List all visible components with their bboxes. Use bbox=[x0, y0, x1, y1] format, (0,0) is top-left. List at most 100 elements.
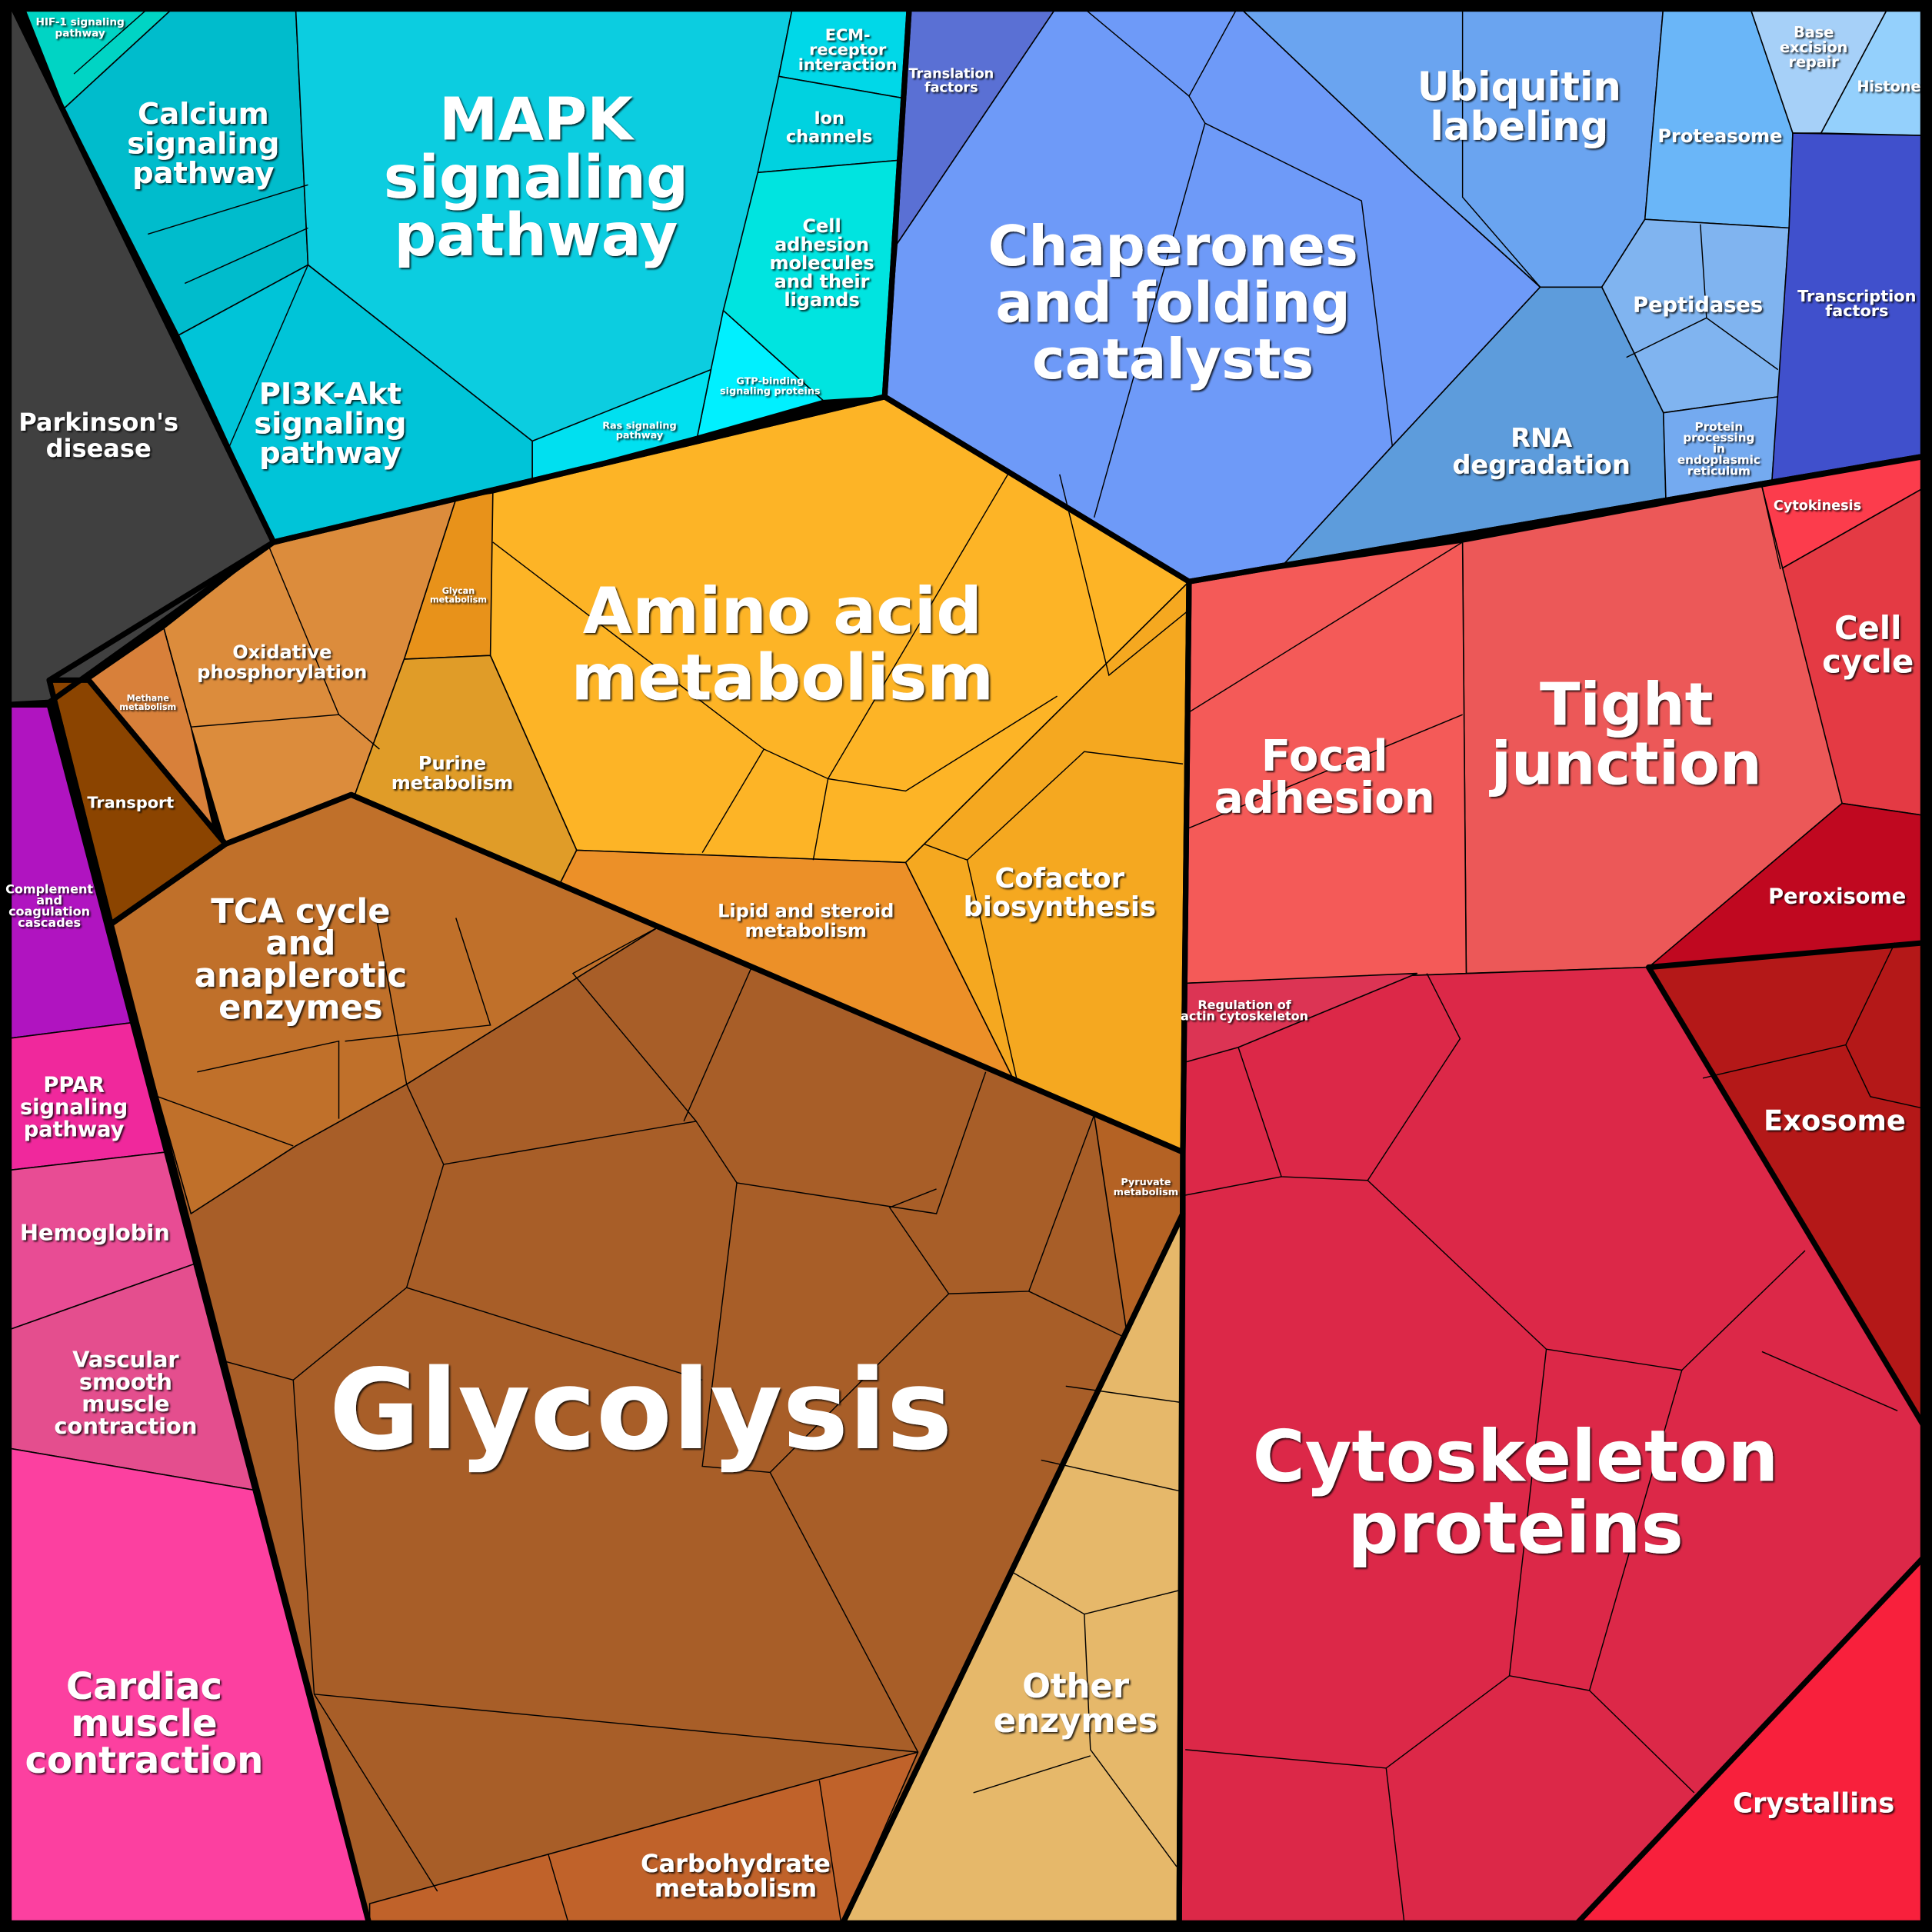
label-line: Other bbox=[1022, 1667, 1130, 1706]
label-line: Pyruvate bbox=[1121, 1177, 1171, 1188]
label-line: Lipid and steroid bbox=[718, 901, 894, 922]
label-line: ligands bbox=[784, 289, 859, 311]
subcell-border bbox=[812, 778, 829, 861]
label-line: adhesion bbox=[1214, 774, 1435, 824]
label-tight: Tight junction bbox=[1489, 671, 1762, 798]
label-line: Hemoglobin bbox=[20, 1219, 170, 1245]
subcell-border bbox=[163, 628, 192, 728]
label-calcium: Calcium signaling pathway bbox=[127, 97, 279, 191]
subcell-border bbox=[701, 748, 764, 853]
label-line: Ubiquitin bbox=[1417, 65, 1621, 111]
label-line: Cardiac bbox=[66, 1665, 222, 1708]
label-line: Cytokinesis bbox=[1774, 498, 1861, 514]
label-line: catalysts bbox=[1032, 328, 1314, 392]
label-line: degradation bbox=[1452, 450, 1631, 480]
label-line: in bbox=[1713, 442, 1725, 456]
label-parkinsons: Parkinson's disease bbox=[18, 408, 178, 463]
label-other: Other enzymes bbox=[994, 1667, 1158, 1740]
label-line: PPAR bbox=[43, 1074, 104, 1098]
label-translation: Translation factors bbox=[908, 67, 994, 96]
label-hemoglobin: Hemoglobin bbox=[20, 1219, 170, 1245]
label-line: Tight bbox=[1540, 671, 1713, 739]
label-line: metabolism bbox=[119, 702, 176, 712]
label-line: RNA bbox=[1511, 423, 1572, 453]
label-cellcycle: Cell cycle bbox=[1822, 609, 1914, 680]
label-oxphos: Oxidative phosphorylation bbox=[197, 641, 367, 683]
label-line: excision bbox=[1780, 38, 1847, 56]
subcell-border bbox=[406, 1071, 987, 1214]
label-line: interaction bbox=[798, 55, 898, 74]
subcell-border bbox=[492, 474, 1009, 780]
label-line: adhesion bbox=[774, 234, 869, 255]
label-peptidases: Peptidases bbox=[1633, 294, 1763, 318]
label-vascular: Vascular smooth muscle contraction bbox=[54, 1346, 197, 1439]
subcell-border bbox=[966, 860, 1018, 1078]
label-line: GTP-binding bbox=[736, 376, 804, 388]
subcell-border bbox=[548, 1854, 570, 1927]
label-glycolysis: Glycolysis bbox=[329, 1346, 953, 1475]
label-peroxisome: Peroxisome bbox=[1768, 884, 1906, 908]
label-line: pathway bbox=[259, 436, 401, 471]
label-lipid: Lipid and steroid metabolism bbox=[718, 901, 894, 942]
subcell-border bbox=[1185, 1176, 1282, 1196]
label-line: Crystallins bbox=[1733, 1787, 1894, 1819]
subcell-border bbox=[769, 1114, 1095, 1473]
subcell-border bbox=[1185, 1675, 1510, 1769]
label-line: Proteasome bbox=[1657, 125, 1782, 147]
subcell-border bbox=[1059, 474, 1190, 677]
label-exosome: Exosome bbox=[1764, 1104, 1906, 1138]
subcell-border bbox=[818, 1780, 842, 1927]
label-line: metabolism bbox=[1114, 1187, 1178, 1198]
subcell-border bbox=[375, 914, 408, 1084]
subcell-border bbox=[191, 714, 339, 728]
cell-celladh[interactable] bbox=[722, 159, 901, 401]
label-ppar: PPAR signaling pathway bbox=[20, 1074, 128, 1142]
label-pyruvate: Pyruvate metabolism bbox=[1114, 1177, 1178, 1198]
label-line: pathway bbox=[394, 202, 678, 270]
subcell-border bbox=[1508, 1349, 1683, 1691]
label-line: Exosome bbox=[1764, 1104, 1906, 1138]
label-line: smooth bbox=[79, 1368, 172, 1394]
label-glycan: Glycan metabolism bbox=[430, 586, 487, 605]
label-pi3k: PI3K-Akt signaling pathway bbox=[254, 377, 406, 471]
label-line: and bbox=[265, 924, 335, 963]
label-line: signaling bbox=[127, 127, 279, 162]
subcell-border bbox=[1845, 1044, 1927, 1110]
label-line: factors bbox=[1825, 301, 1888, 320]
label-amino: Amino acid metabolism bbox=[571, 574, 994, 715]
label-line: TCA cycle bbox=[211, 892, 390, 931]
label-line: HIF-1 signaling bbox=[35, 16, 124, 28]
label-proteasome: Proteasome bbox=[1657, 125, 1782, 147]
label-line: Purine bbox=[418, 752, 486, 774]
subcell-border bbox=[1761, 1351, 1898, 1411]
label-line: pathway bbox=[616, 430, 664, 441]
subcell-border bbox=[973, 1755, 1091, 1794]
label-line: pathway bbox=[24, 1118, 125, 1141]
label-line: Parkinson's bbox=[18, 408, 178, 437]
label-line: Cell bbox=[802, 215, 841, 237]
label-line: PI3K-Akt bbox=[259, 377, 401, 411]
label-line: metabolism bbox=[430, 595, 487, 605]
label-line: Vascular bbox=[72, 1346, 179, 1372]
label-line: Ras signaling bbox=[602, 420, 677, 431]
label-ecm: ECM-receptor interaction bbox=[798, 25, 898, 73]
label-line: Peptidases bbox=[1633, 294, 1763, 318]
label-ras: Ras signaling pathway bbox=[602, 420, 677, 441]
label-line: MAPK bbox=[439, 85, 635, 154]
label-line: Cell bbox=[1834, 609, 1901, 647]
label-line: contraction bbox=[25, 1739, 263, 1782]
label-chaperones: Chaperones and folding catalysts bbox=[988, 215, 1358, 392]
label-line: endoplasmic bbox=[1677, 453, 1760, 467]
label-line: contraction bbox=[54, 1413, 197, 1439]
group-border bbox=[46, 677, 228, 928]
label-line: Protein bbox=[1694, 420, 1743, 434]
subcell-border bbox=[924, 751, 1184, 861]
label-line: Ion bbox=[814, 108, 844, 128]
label-line: pathway bbox=[132, 156, 275, 191]
labels-layer: Parkinson's disease HIF-1 signaling pathway… bbox=[5, 16, 1920, 1903]
label-line: signaling bbox=[20, 1095, 128, 1119]
label-line: enzymes bbox=[994, 1702, 1158, 1740]
label-line: Translation bbox=[908, 67, 994, 82]
